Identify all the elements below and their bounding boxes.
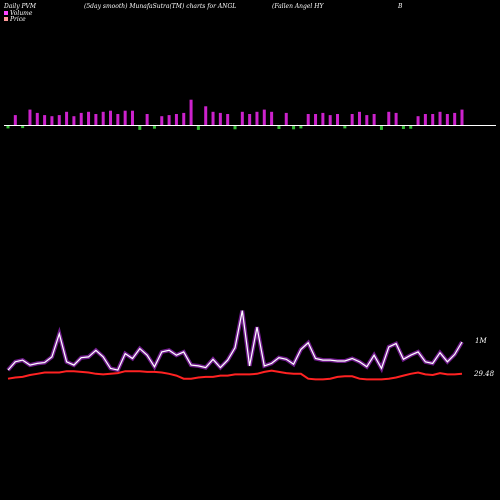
volume-bar — [372, 114, 376, 125]
legend-price-swatch — [4, 17, 8, 21]
volume-bar — [262, 109, 266, 125]
volume-bar — [204, 106, 208, 125]
volume-bar — [65, 111, 69, 125]
volume-bar — [460, 109, 464, 125]
volume-bar — [292, 126, 296, 130]
smoothed-volume-line-glow — [6, 310, 464, 374]
header-right: (Fallen Angel HY — [272, 3, 324, 10]
volume-bar — [116, 114, 120, 125]
volume-bar — [401, 126, 405, 129]
legend-price-label: Price — [9, 16, 26, 23]
volume-bar — [365, 115, 369, 125]
volume-bar — [174, 114, 178, 125]
volume-bar — [248, 114, 252, 125]
volume-bar — [196, 126, 200, 130]
volume-bar — [240, 111, 244, 125]
volume-bar — [189, 99, 193, 125]
volume-bar — [255, 111, 259, 125]
volume-bar — [423, 114, 427, 125]
last-price-label: 29.48 — [473, 370, 495, 378]
volume-bar — [72, 116, 76, 125]
volume-bar — [226, 114, 230, 125]
volume-bar — [79, 112, 83, 125]
volume-bar — [182, 112, 186, 125]
volume-bar — [299, 126, 303, 129]
volume-bar — [445, 114, 449, 125]
volume-bar — [211, 111, 215, 125]
volume-bar — [394, 112, 398, 125]
volume-bar — [284, 112, 288, 125]
volume-bar — [270, 111, 274, 125]
volume-bar — [453, 112, 457, 125]
volume-bar — [57, 115, 61, 125]
volume-bar — [152, 126, 156, 129]
volume-bar — [28, 109, 32, 125]
volume-bar — [336, 114, 340, 125]
smoothed-volume-line — [7, 310, 463, 371]
volume-bar — [350, 114, 354, 125]
volume-bar — [343, 126, 347, 129]
volume-bar — [387, 111, 391, 125]
volume-bar — [6, 126, 10, 129]
volume-bar — [87, 111, 91, 125]
header-far-right: B — [397, 3, 403, 10]
volume-bar — [416, 116, 420, 125]
volume-bar — [321, 112, 325, 125]
volume-bar — [218, 112, 222, 125]
last-volume-label: 1M — [475, 337, 487, 345]
volume-bar — [277, 126, 281, 129]
volume-bar — [94, 114, 98, 125]
volume-bar — [43, 115, 47, 125]
legend-volume-label: Volume — [10, 10, 33, 17]
volume-bar — [130, 110, 134, 125]
header-left: Daily PVM — [3, 3, 37, 10]
volume-bar — [233, 126, 237, 130]
volume-bar — [306, 114, 310, 125]
volume-bar — [138, 126, 142, 130]
volume-bar — [314, 114, 318, 125]
volume-bar — [328, 115, 332, 125]
volume-bar — [101, 111, 105, 125]
volume-bar — [109, 110, 113, 125]
volume-bar — [35, 112, 39, 125]
volume-bar — [145, 114, 149, 125]
volume-bar — [379, 126, 383, 130]
header-title: (5day smooth) MunafaSutra(TM) charts for… — [84, 3, 236, 10]
legend-volume-swatch — [4, 11, 8, 15]
price-line — [7, 369, 463, 381]
volume-bar — [50, 116, 54, 125]
volume-bar — [438, 111, 442, 125]
volume-bar — [431, 114, 435, 125]
volume-bar — [13, 115, 17, 125]
volume-bar — [21, 126, 25, 129]
volume-bar — [409, 126, 413, 129]
volume-bar — [167, 115, 171, 125]
volume-bar — [357, 111, 361, 125]
volume-bar — [160, 116, 164, 125]
volume-bars — [6, 99, 464, 130]
volume-bar — [123, 110, 127, 125]
